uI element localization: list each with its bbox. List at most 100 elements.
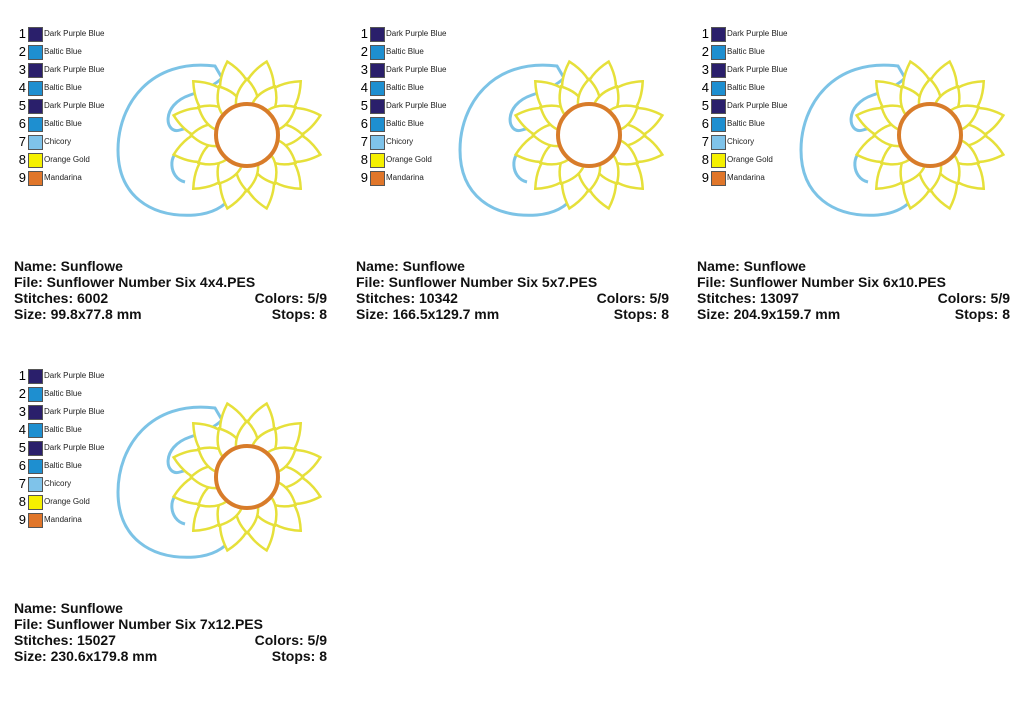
design-card: 1 Dark Purple Blue 2 Baltic Blue 3 Dark Purpl… xyxy=(0,342,342,684)
palette-name: Mandarina xyxy=(44,515,82,524)
file-line: File: Sunflower Number Six 6x10.PES xyxy=(697,274,946,290)
palette-name: Dark Purple Blue xyxy=(727,101,788,110)
palette-name: Baltic Blue xyxy=(386,119,424,128)
palette-swatch xyxy=(28,153,43,168)
palette-name: Dark Purple Blue xyxy=(386,101,447,110)
palette-swatch xyxy=(28,63,43,78)
palette-swatch xyxy=(28,477,43,492)
colors-line: Colors: 5/9 xyxy=(254,632,327,648)
palette-swatch xyxy=(711,99,726,114)
palette-name: Chicory xyxy=(386,137,414,146)
design-card: 1 Dark Purple Blue 2 Baltic Blue 3 Dark Purpl… xyxy=(0,0,342,342)
palette-number: 6 xyxy=(18,458,26,473)
palette-swatch xyxy=(28,441,43,456)
palette-number: 1 xyxy=(18,26,26,41)
palette-name: Baltic Blue xyxy=(44,47,82,56)
palette-name: Dark Purple Blue xyxy=(44,371,105,380)
palette-name: Baltic Blue xyxy=(386,47,424,56)
palette-swatch xyxy=(28,117,43,132)
palette-name: Baltic Blue xyxy=(44,119,82,128)
stitches-line: Stitches: 10342 xyxy=(356,290,458,306)
palette-name: Baltic Blue xyxy=(44,389,82,398)
palette-swatch xyxy=(28,171,43,186)
palette-number: 1 xyxy=(360,26,368,41)
palette-number: 5 xyxy=(18,440,26,455)
palette-name: Baltic Blue xyxy=(44,425,82,434)
palette-number: 8 xyxy=(701,152,709,167)
file-line: File: Sunflower Number Six 5x7.PES xyxy=(356,274,598,290)
size-line: Size: 99.8x77.8 mm xyxy=(14,306,142,322)
palette-name: Dark Purple Blue xyxy=(727,65,788,74)
stitches-line: Stitches: 15027 xyxy=(14,632,116,648)
palette-swatch xyxy=(711,63,726,78)
palette-swatch xyxy=(28,405,43,420)
palette-number: 5 xyxy=(18,98,26,113)
colors-line: Colors: 5/9 xyxy=(937,290,1010,306)
name-line: Name: Sunflowe xyxy=(14,600,123,616)
palette-swatch xyxy=(28,369,43,384)
palette-swatch xyxy=(370,81,385,96)
palette-number: 9 xyxy=(18,512,26,527)
name-line: Name: Sunflowe xyxy=(14,258,123,274)
palette-swatch xyxy=(711,45,726,60)
palette-number: 8 xyxy=(18,152,26,167)
palette-number: 3 xyxy=(701,62,709,77)
size-line: Size: 204.9x159.7 mm xyxy=(697,306,841,322)
palette-swatch xyxy=(711,171,726,186)
palette-name: Dark Purple Blue xyxy=(44,443,105,452)
palette-number: 6 xyxy=(18,116,26,131)
palette-name: Dark Purple Blue xyxy=(386,29,447,38)
palette-swatch xyxy=(28,459,43,474)
palette-name: Baltic Blue xyxy=(727,83,765,92)
size-line: Size: 230.6x179.8 mm xyxy=(14,648,158,664)
palette-name: Baltic Blue xyxy=(386,83,424,92)
palette-number: 8 xyxy=(360,152,368,167)
stitches-line: Stitches: 6002 xyxy=(14,290,109,306)
stops-line: Stops: 8 xyxy=(613,306,669,322)
palette-swatch xyxy=(370,27,385,42)
file-line: File: Sunflower Number Six 4x4.PES xyxy=(14,274,256,290)
colors-line: Colors: 5/9 xyxy=(596,290,669,306)
palette-swatch xyxy=(711,117,726,132)
palette-number: 3 xyxy=(18,404,26,419)
design-preview xyxy=(458,59,665,217)
name-line: Name: Sunflowe xyxy=(697,258,806,274)
palette-name: Baltic Blue xyxy=(44,461,82,470)
palette-number: 2 xyxy=(18,386,26,401)
palette-number: 9 xyxy=(360,170,368,185)
palette-number: 2 xyxy=(360,44,368,59)
size-line: Size: 166.5x129.7 mm xyxy=(356,306,500,322)
palette-number: 1 xyxy=(18,368,26,383)
palette-name: Dark Purple Blue xyxy=(386,65,447,74)
palette-name: Chicory xyxy=(727,137,755,146)
palette-number: 2 xyxy=(701,44,709,59)
palette-number: 5 xyxy=(360,98,368,113)
palette-name: Mandarina xyxy=(727,173,765,182)
palette-swatch xyxy=(28,45,43,60)
design-preview xyxy=(116,401,323,559)
palette-number: 9 xyxy=(18,170,26,185)
palette-name: Orange Gold xyxy=(386,155,432,164)
palette-name: Orange Gold xyxy=(44,497,90,506)
palette-swatch xyxy=(28,495,43,510)
palette-number: 1 xyxy=(701,26,709,41)
design-card: 1 Dark Purple Blue 2 Baltic Blue 3 Dark Purpl… xyxy=(342,0,684,342)
palette-swatch xyxy=(28,99,43,114)
palette-swatch xyxy=(370,63,385,78)
palette-name: Mandarina xyxy=(386,173,424,182)
stops-line: Stops: 8 xyxy=(954,306,1010,322)
palette-swatch xyxy=(370,117,385,132)
palette-swatch xyxy=(28,135,43,150)
palette-swatch xyxy=(370,171,385,186)
colors-line: Colors: 5/9 xyxy=(254,290,327,306)
palette-name: Baltic Blue xyxy=(727,47,765,56)
palette-name: Baltic Blue xyxy=(727,119,765,128)
design-preview xyxy=(116,59,323,217)
palette-number: 4 xyxy=(360,80,368,95)
palette-name: Dark Purple Blue xyxy=(727,29,788,38)
palette-swatch xyxy=(28,513,43,528)
palette-name: Chicory xyxy=(44,479,72,488)
name-line: Name: Sunflowe xyxy=(356,258,465,274)
palette-swatch xyxy=(711,81,726,96)
palette-number: 7 xyxy=(18,476,26,491)
